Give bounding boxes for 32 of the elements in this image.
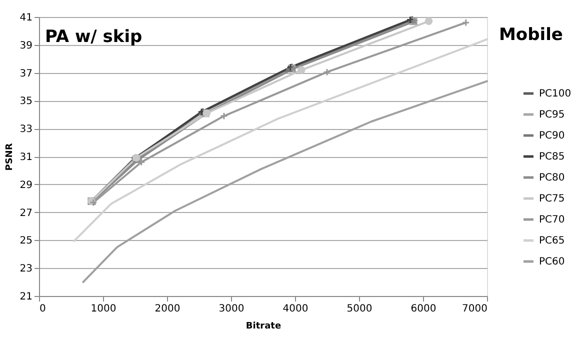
y-tick-label: 21 [20,292,32,302]
legend-label: PC100 [539,88,572,100]
legend-label: PC95 [539,110,565,120]
legend-label: PC60 [539,256,565,268]
x-tick-label: 6000 [410,304,436,314]
x-tick-label: 5000 [346,304,372,314]
legend-label: PC70 [539,214,565,226]
y-tick-label: 41 [20,12,32,24]
x-tick-label: 0 [40,304,46,314]
legend-label: PC80 [539,172,565,184]
legend-label: PC85 [539,152,565,162]
y-tick-label: 23 [20,264,32,275]
x-tick-label: 7000 [462,304,488,314]
x-axis-title: Bitrate [246,322,282,332]
y-tick-label: 39 [20,40,32,52]
y-tick-label: 33 [20,124,32,136]
y-tick-label: 31 [20,152,32,163]
y-axis-title: PSNR [4,143,15,171]
y-tick-label: 25 [20,236,32,247]
text: Mobile [499,25,563,45]
legend-label: PC65 [539,236,565,246]
x-tick-label: 3000 [218,304,244,314]
x-tick-label: 4000 [282,304,308,314]
legend-label: PC75 [539,194,565,204]
y-tick-label: 29 [20,180,32,191]
y-tick-label: 35 [20,96,32,108]
x-tick-label: 2000 [154,304,180,314]
y-tick-label: 27 [20,208,32,219]
text: PA w/ skip [45,27,142,47]
legend-label: PC90 [539,130,565,142]
x-tick-label: 1000 [90,304,116,314]
y-tick-label: 37 [20,68,32,80]
